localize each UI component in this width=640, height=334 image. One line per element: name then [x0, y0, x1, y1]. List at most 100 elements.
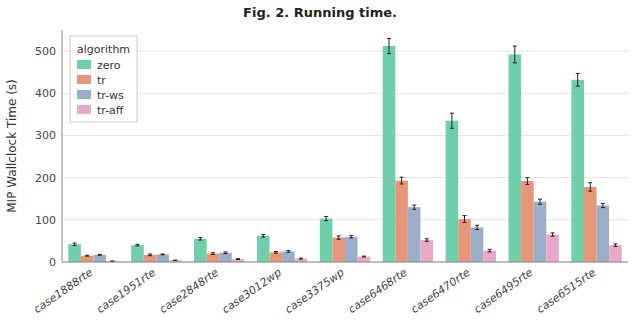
- bar: [295, 259, 308, 262]
- legend-entry: tr-aff: [97, 104, 124, 117]
- error-bar: [299, 258, 303, 260]
- error-bar: [274, 251, 278, 253]
- grid-line: [62, 262, 628, 263]
- bar: [194, 239, 207, 262]
- legend-entry: tr: [97, 74, 106, 87]
- legend: algorithm zero tr tr-ws tr-aff: [70, 36, 137, 122]
- error-bar: [236, 258, 240, 260]
- error-bar: [513, 46, 517, 63]
- x-tick-label: case1888rte: [31, 266, 95, 316]
- error-bar: [286, 251, 290, 253]
- bar: [609, 245, 622, 262]
- chart-container: Fig. 2. Running time.0100200300400500MIP…: [0, 0, 640, 334]
- y-tick-label: 500: [35, 45, 56, 58]
- bar: [144, 255, 157, 262]
- error-bar: [161, 253, 165, 255]
- bar: [471, 227, 484, 262]
- grid-line: [62, 177, 628, 178]
- series: [68, 38, 584, 262]
- bar: [408, 207, 421, 262]
- bar: [282, 251, 295, 262]
- error-bar: [475, 225, 479, 229]
- error-bar: [525, 178, 529, 185]
- x-tick-label: case2848rte: [157, 266, 221, 316]
- series: [93, 199, 609, 262]
- legend-title: algorithm: [77, 43, 130, 56]
- x-axis-line: [62, 262, 628, 263]
- bar: [257, 236, 270, 262]
- error-bar: [135, 244, 139, 246]
- bar: [332, 238, 345, 262]
- bar: [584, 187, 597, 262]
- error-bar: [324, 216, 328, 220]
- error-bar: [173, 260, 177, 261]
- x-tick-label: case3012wp: [220, 266, 284, 316]
- error-bar: [450, 113, 454, 128]
- bar: [458, 219, 471, 262]
- bar: [320, 219, 333, 262]
- grid-line: [62, 93, 628, 94]
- bar: [546, 235, 559, 262]
- bar: [534, 202, 547, 262]
- error-bar: [588, 183, 592, 191]
- error-bar: [224, 252, 228, 254]
- grid-line: [62, 135, 628, 136]
- bar: [81, 256, 94, 262]
- error-bar: [73, 243, 77, 246]
- error-bar: [98, 254, 102, 256]
- y-axis-label: MIP Wallclock Time (s): [5, 79, 19, 213]
- legend-entry: zero: [97, 59, 121, 72]
- legend-entry: tr-ws: [97, 89, 124, 102]
- series: [106, 233, 622, 262]
- error-bar: [337, 236, 341, 239]
- bar: [383, 46, 396, 262]
- y-tick-label: 100: [35, 214, 56, 227]
- legend-box: [70, 36, 137, 122]
- x-tick-label: case1951rte: [94, 266, 158, 316]
- y-tick-label: 0: [49, 256, 56, 269]
- error-bar: [462, 216, 466, 223]
- bar: [270, 252, 283, 262]
- error-bar: [613, 244, 617, 247]
- error-bar: [211, 253, 215, 255]
- y-tick-label: 200: [35, 172, 56, 185]
- chart: Fig. 2. Running time.0100200300400500MIP…: [0, 0, 640, 334]
- error-bar: [387, 38, 391, 53]
- error-bar: [148, 254, 152, 256]
- error-bar: [85, 255, 89, 257]
- error-bar: [538, 199, 542, 204]
- bar: [420, 240, 433, 262]
- series: [81, 177, 597, 262]
- error-bar: [362, 256, 366, 258]
- error-bar: [412, 205, 416, 209]
- grid-line: [62, 51, 628, 52]
- legend-swatch: [77, 90, 91, 99]
- error-bar: [551, 233, 555, 236]
- grid: [62, 51, 628, 262]
- error-bar: [425, 239, 429, 242]
- x-tick-label: case6468rte: [346, 266, 410, 316]
- bar: [395, 181, 408, 262]
- x-tick-label: case3375wp: [283, 266, 347, 316]
- bar: [571, 80, 584, 262]
- bar: [131, 245, 144, 262]
- bar: [597, 205, 610, 262]
- error-bar: [488, 249, 492, 252]
- error-bar: [349, 235, 353, 238]
- bar: [345, 237, 358, 262]
- bar: [93, 255, 106, 262]
- bar: [483, 251, 496, 262]
- bar: [156, 254, 169, 262]
- bar: [521, 181, 534, 262]
- x-tick-label: case6495rte: [471, 266, 535, 316]
- legend-swatch: [77, 60, 91, 69]
- y-tick-label: 400: [35, 87, 56, 100]
- error-bar: [576, 73, 580, 86]
- bars: [68, 38, 621, 262]
- error-bar: [400, 177, 404, 184]
- legend-swatch: [77, 105, 91, 114]
- error-bar: [198, 238, 202, 241]
- bar: [68, 244, 81, 262]
- x-tick-label: case6515rte: [534, 266, 598, 316]
- legend-swatch: [77, 75, 91, 84]
